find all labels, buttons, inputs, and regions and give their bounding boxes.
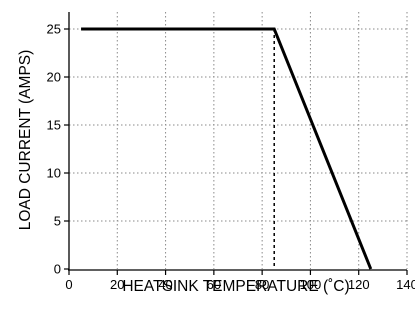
y-tick-label: 5 xyxy=(54,214,61,229)
x-tick-label: 80 xyxy=(255,277,269,292)
x-tick-label: 120 xyxy=(348,277,370,292)
x-tick-label: 20 xyxy=(110,277,124,292)
tick-labels: 0 20 40 60 80 100 120 140 0 5 10 15 20 25 xyxy=(47,22,415,293)
x-tick-label: 60 xyxy=(207,277,221,292)
x-tick-label: 140 xyxy=(396,277,415,292)
series xyxy=(81,27,373,270)
x-tick-label: 0 xyxy=(65,277,72,292)
y-axis-title: LOAD CURRENT (AMPS) xyxy=(17,50,34,231)
y-tick-label: 20 xyxy=(47,70,61,85)
axes xyxy=(64,12,408,275)
x-tick-label: 100 xyxy=(300,277,322,292)
y-tick-label: 10 xyxy=(47,166,61,181)
y-tick-label: 25 xyxy=(47,22,61,37)
x-axis-title: HEATSINK TEMPERATURE (˚C) xyxy=(122,278,349,295)
y-tick-label: 0 xyxy=(54,262,61,277)
derating-curve xyxy=(81,27,373,270)
y-tick-label: 15 xyxy=(47,118,61,133)
x-tick-label: 40 xyxy=(158,277,172,292)
